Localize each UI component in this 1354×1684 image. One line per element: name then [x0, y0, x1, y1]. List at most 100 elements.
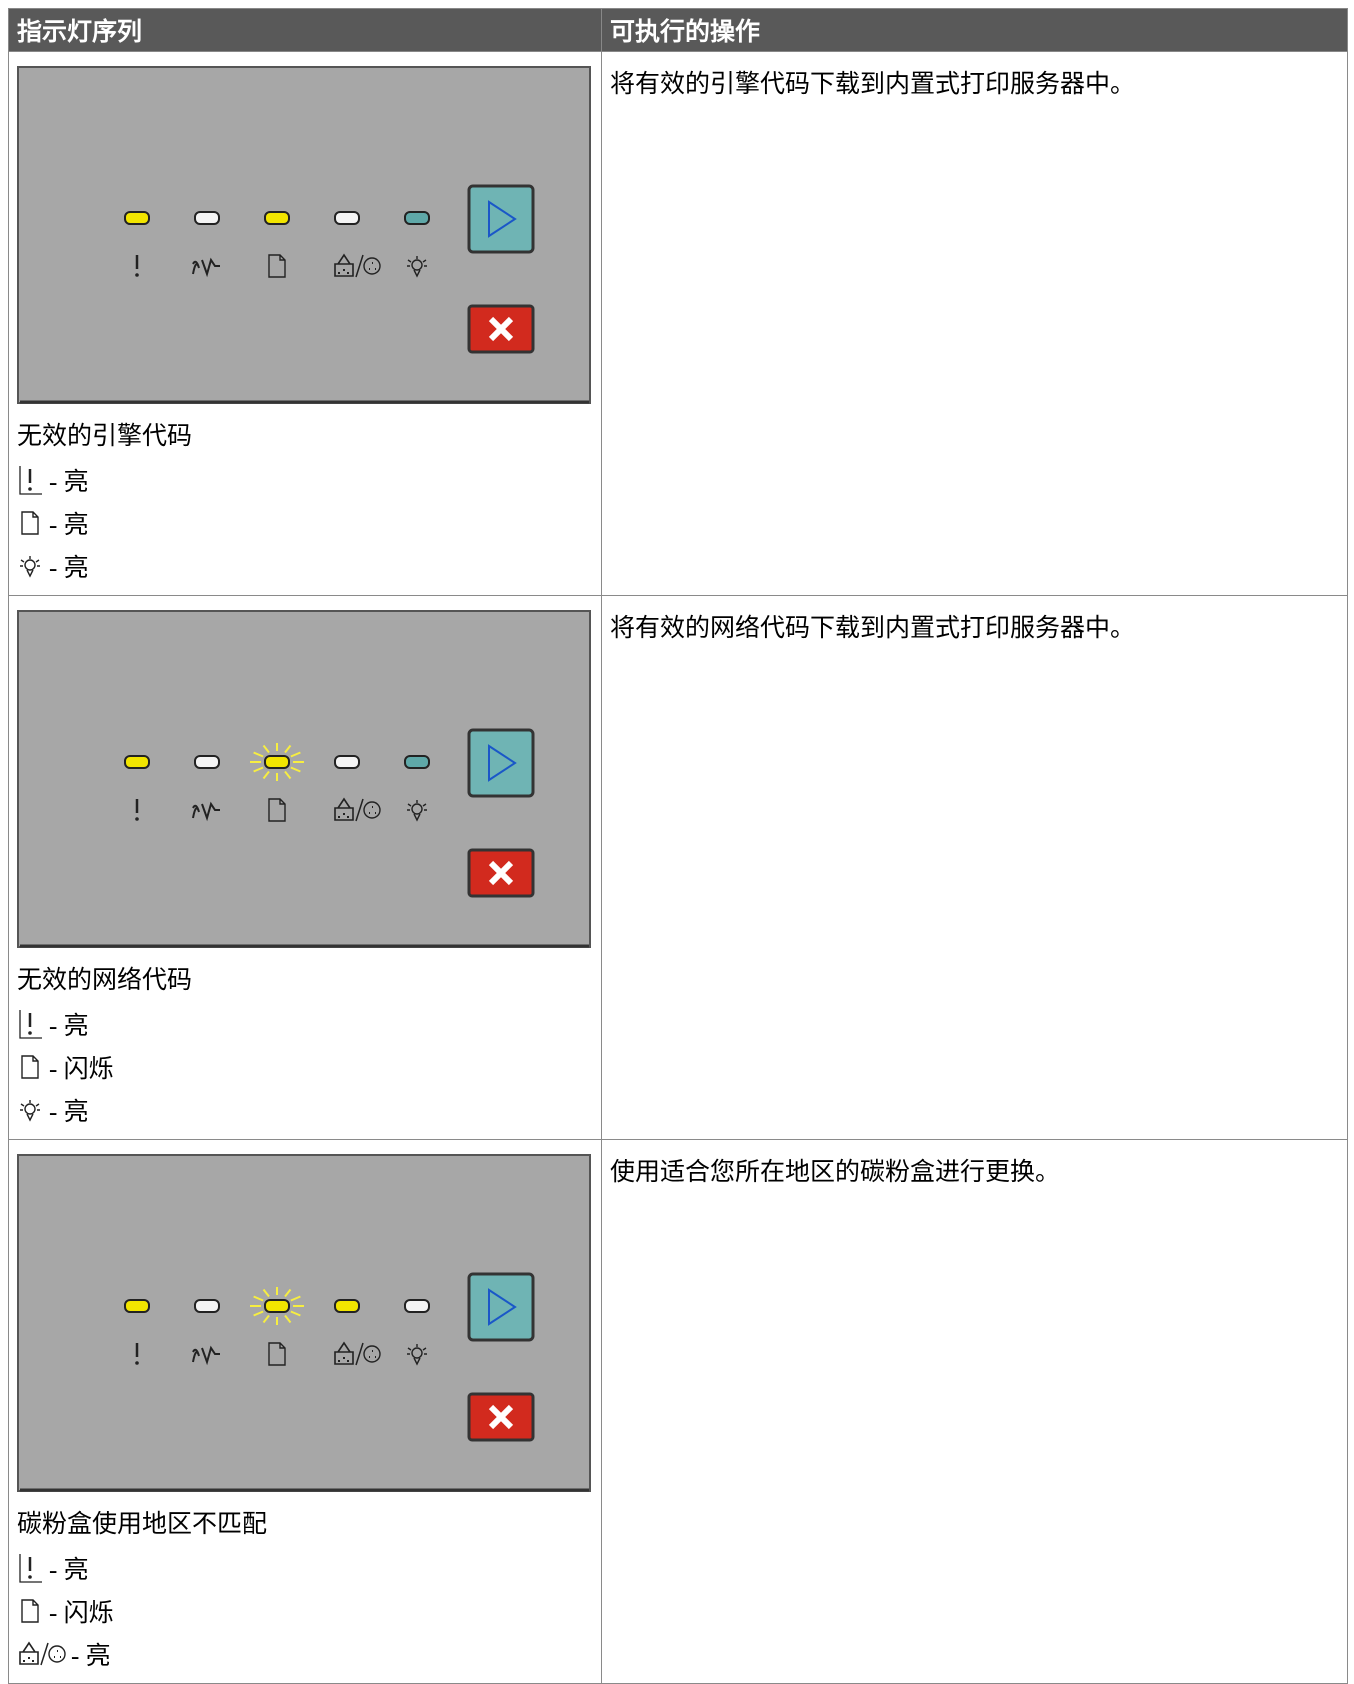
shape [28, 1030, 32, 1035]
shape [192, 1345, 220, 1366]
shape [264, 755, 290, 769]
shape [21, 1598, 39, 1623]
legend-text: - 亮 [71, 1642, 111, 1670]
shape [28, 486, 32, 491]
shape [369, 806, 376, 814]
legend-text: - 亮 [49, 1012, 89, 1040]
shape [334, 797, 354, 821]
shape [338, 813, 349, 818]
shape [355, 254, 364, 278]
shape [264, 1299, 290, 1313]
action-cell: 将有效的网络代码下载到内置式打印服务器中。 [601, 595, 1348, 1140]
light-table: 指示灯序列 可执行的操作 无效的引擎代码 - 亮 - 亮 - 亮 将有效的引擎代码下载到… [8, 8, 1348, 1684]
action-text: 将有效的网络代码下载到内置式打印服务器中。 [610, 615, 1136, 642]
action-text: 将有效的引擎代码下载到内置式打印服务器中。 [610, 71, 1136, 98]
sequence-cell: 无效的引擎代码 - 亮 - 亮 - 亮 [8, 51, 602, 596]
caption: 无效的网络代码 [17, 967, 193, 994]
caption: 无效的引擎代码 [17, 423, 193, 450]
shape [290, 1310, 301, 1317]
shape [54, 1649, 61, 1658]
icon [21, 1054, 39, 1079]
sequence-cell: 碳粉盒使用地区不匹配 - 亮 - 闪烁 - 亮 [8, 1139, 602, 1684]
shape [24, 558, 36, 571]
shape [135, 817, 139, 821]
legend-item: - 亮 [17, 1002, 593, 1045]
shape [20, 1099, 40, 1122]
shape: 指示灯序列 可执行的操作 [8, 8, 1348, 52]
shape [338, 1357, 349, 1362]
shape [488, 316, 514, 342]
caption: 碳粉盒使用地区不匹配 [17, 1511, 268, 1538]
shape [467, 184, 535, 254]
table-row: 无效的网络代码 - 亮 - 闪烁 - 亮 将有效的网络代码下载到内置式打印服务器中。 [8, 595, 1348, 1140]
legend-text: - 亮 [49, 554, 89, 582]
shape [407, 800, 427, 822]
icon [21, 1598, 39, 1623]
header-row: 指示灯序列 可执行的操作 [8, 8, 1348, 52]
shape [488, 200, 517, 238]
shape [23, 1656, 34, 1662]
legend-text: - 闪烁 [49, 1599, 114, 1627]
shape [363, 801, 381, 819]
shape [334, 1341, 354, 1365]
shape [124, 211, 150, 225]
shape [253, 766, 264, 773]
shape [407, 1344, 427, 1366]
shape [404, 1299, 430, 1313]
action-cell: 将有效的引擎代码下载到内置式打印服务器中。 [601, 51, 1348, 596]
shape [268, 1342, 286, 1366]
shape [262, 744, 270, 754]
shape [290, 1295, 301, 1302]
shape [467, 1272, 535, 1342]
legend-item: - 亮 [17, 1632, 593, 1675]
legend-item: - 亮 [17, 458, 593, 501]
shape [411, 259, 423, 271]
legend-text: - 亮 [49, 1556, 89, 1584]
legend-item: - 闪烁 [17, 1045, 593, 1088]
table-body: 无效的引擎代码 - 亮 - 亮 - 亮 将有效的引擎代码下载到内置式打印服务器中。无效的… [8, 51, 1348, 1684]
shape [20, 555, 40, 578]
action-cell: 使用适合您所在地区的碳粉盒进行更换。 [601, 1139, 1348, 1684]
shape [21, 510, 39, 535]
shape [363, 257, 381, 275]
shape [284, 744, 292, 754]
shape [262, 1314, 270, 1324]
shape [338, 269, 349, 274]
shape [488, 1288, 517, 1326]
shape [48, 1644, 66, 1663]
icon [20, 1099, 40, 1122]
shape [404, 211, 430, 225]
icon [17, 66, 591, 404]
shape [19, 465, 42, 495]
shape [253, 1310, 264, 1317]
shape [28, 1574, 32, 1579]
legend-text: - 亮 [49, 468, 89, 496]
shape [194, 755, 220, 769]
table-row: 无效的引擎代码 - 亮 - 亮 - 亮 将有效的引擎代码下载到内置式打印服务器中。 [8, 51, 1348, 596]
header-cell: 可执行的操作 [601, 8, 1348, 52]
shape [194, 1299, 220, 1313]
shape [253, 751, 264, 758]
icon [17, 610, 591, 948]
shape [262, 1288, 270, 1298]
shape [284, 1314, 292, 1324]
shape [334, 1299, 360, 1313]
shape [488, 744, 517, 782]
shape [124, 755, 150, 769]
shape [355, 1342, 364, 1366]
shape [19, 1009, 42, 1039]
shape [404, 755, 430, 769]
shape [488, 1404, 514, 1430]
shape [369, 262, 376, 270]
sequence-cell: 无效的网络代码 - 亮 - 闪烁 - 亮 [8, 595, 602, 1140]
icon [19, 1641, 66, 1665]
shape [334, 253, 354, 277]
shape [407, 256, 427, 278]
shape [467, 728, 535, 798]
icon [19, 1009, 42, 1039]
shape [334, 755, 360, 769]
shape [135, 273, 139, 277]
action-text: 使用适合您所在地区的碳粉盒进行更换。 [610, 1159, 1061, 1186]
shape [24, 1102, 36, 1115]
